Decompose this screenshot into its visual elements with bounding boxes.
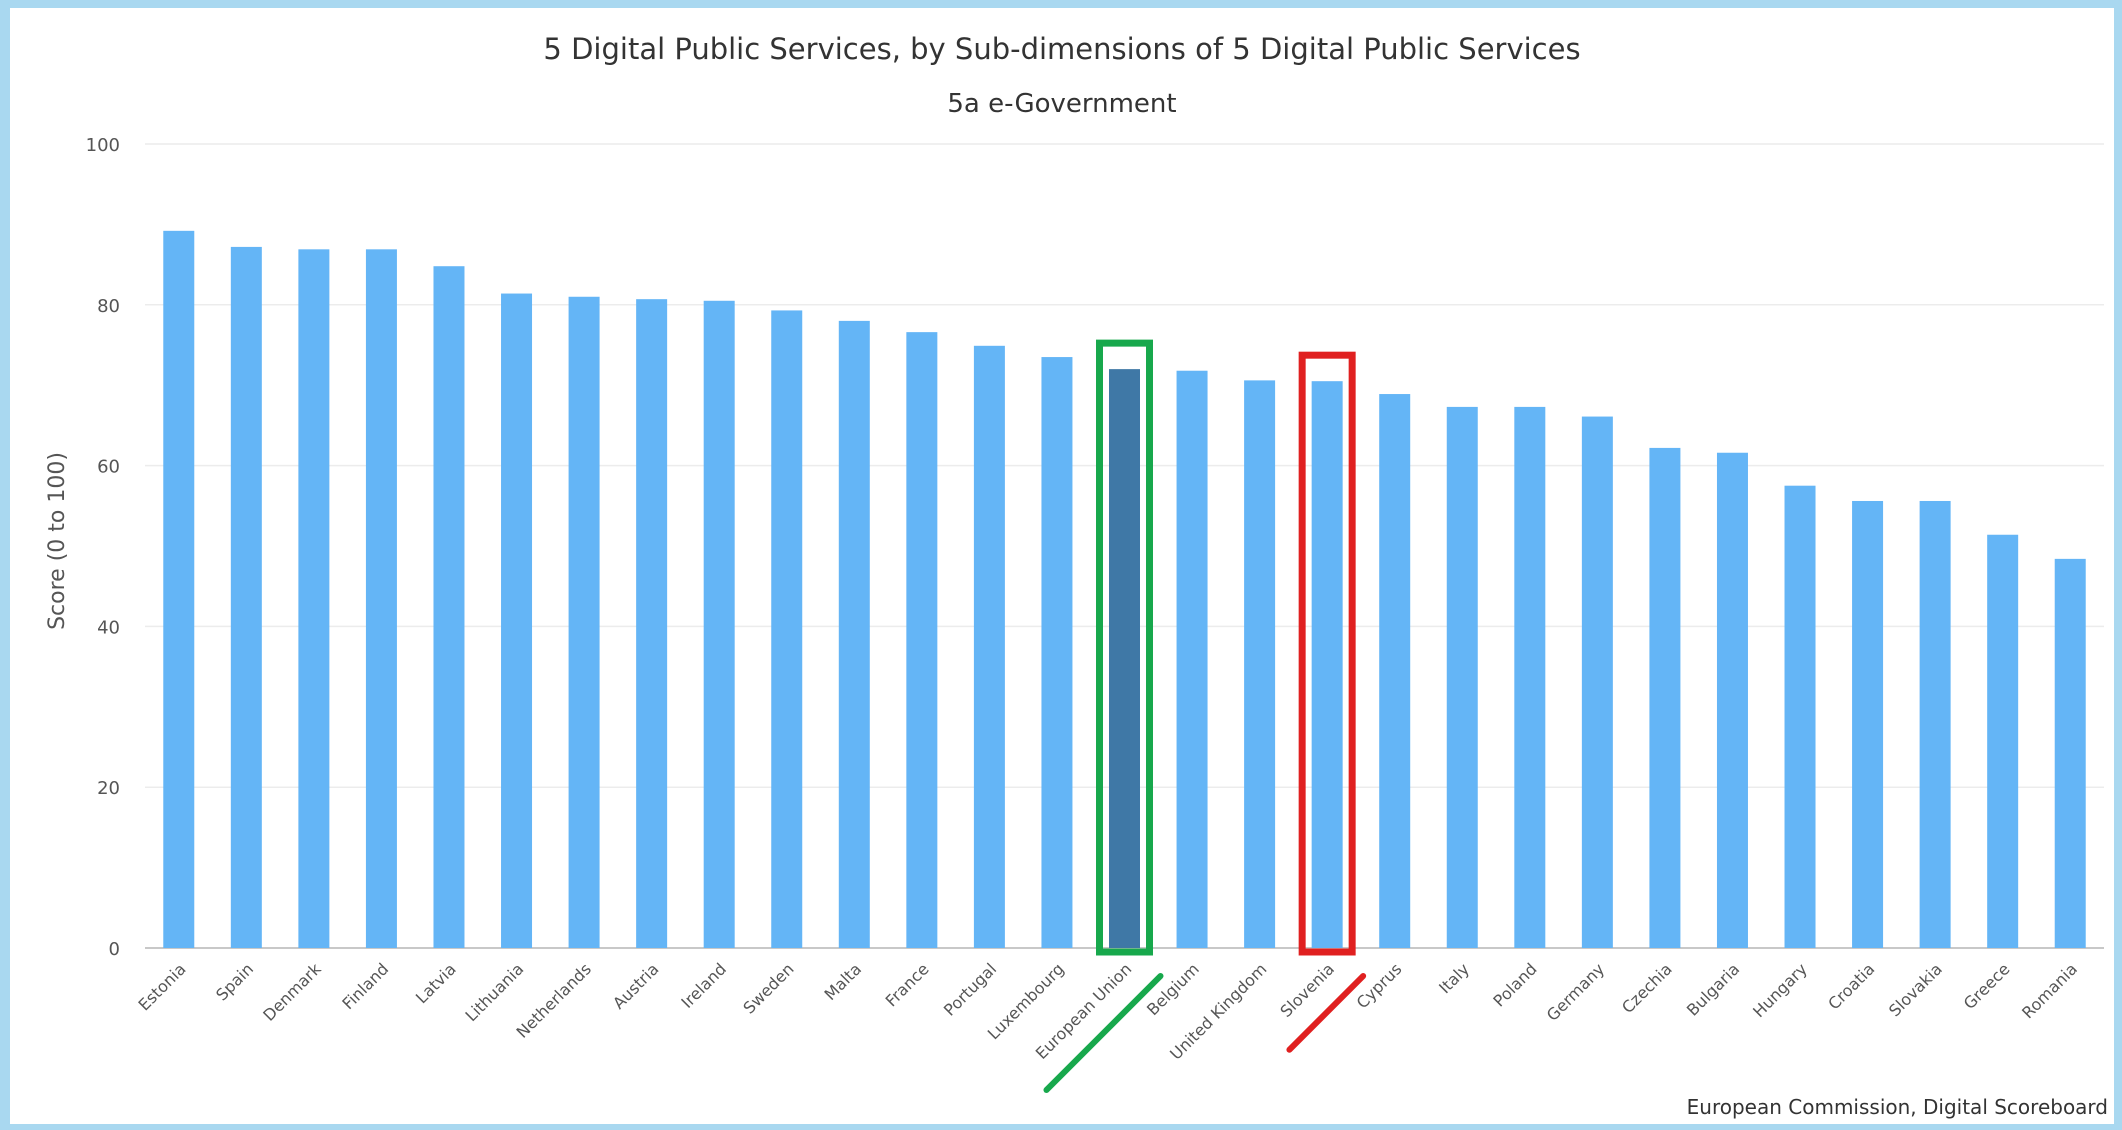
x-tick-label-hungary: Hungary [1749,959,1811,1021]
x-tick-label-lithuania: Lithuania [462,959,528,1025]
x-tick-label-spain: Spain [212,959,257,1004]
bar-european-union[interactable] [1109,369,1140,948]
y-tick-label: 80 [97,296,120,317]
bar-chart: 5 Digital Public Services, by Sub-dimens… [45,32,2108,1119]
chart-panel: 5 Digital Public Services, by Sub-dimens… [10,8,2114,1124]
x-tick-label-croatia: Croatia [1824,959,1878,1013]
highlight-box-slovenia [1298,351,1356,956]
bar-portugal[interactable] [973,345,1005,949]
bar-netherlands[interactable] [568,296,600,948]
x-tick-label-belgium: Belgium [1143,959,1203,1019]
highlight-box-european-union [1096,339,1153,956]
bar-united-kingdom[interactable] [1244,380,1276,949]
bar-hungary[interactable] [1784,485,1816,948]
x-tick-label-romania: Romania [2018,959,2081,1022]
x-tick-label-italy: Italy [1435,959,1473,997]
bar-slovenia[interactable] [1311,381,1343,948]
highlight-underline-european-union [1043,973,1164,1094]
bar-austria[interactable] [636,299,668,948]
x-tick-label-austria: Austria [609,959,662,1012]
bar-italy[interactable] [1446,406,1478,949]
bar-denmark[interactable] [298,249,330,949]
y-axis-ticks: 0 20 40 60 80 100 [86,135,120,960]
bar-latvia[interactable] [433,266,465,948]
bar-sweden[interactable] [771,310,803,949]
bar-belgium[interactable] [1176,370,1208,948]
x-axis-labels: Estonia Spain Denmark Finland Latvia Lithuani… [135,959,2082,1064]
highlight-underline-slovenia [1286,973,1367,1053]
bar-romania[interactable] [2054,558,2086,948]
bar-czechia[interactable] [1649,447,1681,948]
chart-title: 5 Digital Public Services, by Sub-dimens… [543,32,1580,66]
x-tick-label-denmark: Denmark [259,959,325,1025]
y-tick-label: 40 [97,617,120,638]
bar-spain[interactable] [230,246,262,949]
x-tick-label-finland: Finland [338,959,392,1013]
x-tick-label-cyprus: Cyprus [1353,959,1406,1012]
x-tick-label-estonia: Estonia [135,959,190,1014]
annotations [1043,339,1367,1094]
bar-finland[interactable] [365,249,397,949]
x-tick-label-sweden: Sweden [739,959,797,1017]
x-tick-label-france: France [882,959,933,1010]
bar-slovakia[interactable] [1919,500,1951,948]
bar-lithuania[interactable] [501,293,533,948]
y-tick-label: 100 [86,135,120,156]
x-tick-label-slovakia: Slovakia [1885,959,1946,1020]
bar-ireland[interactable] [703,300,735,948]
bar-luxembourg[interactable] [1041,357,1073,948]
x-tick-label-portugal: Portugal [940,959,1000,1019]
chart-subtitle: 5a e-Government [947,89,1176,119]
bar-croatia[interactable] [1852,500,1884,948]
y-tick-label: 0 [109,939,120,960]
bar-estonia[interactable] [163,230,195,948]
bar-germany[interactable] [1581,416,1613,948]
y-axis-title: Score (0 to 100) [45,452,70,630]
bar-bulgaria[interactable] [1716,452,1748,948]
x-tick-label-ireland: Ireland [677,959,730,1012]
bars [163,230,2086,949]
bar-france[interactable] [906,332,938,948]
bar-greece[interactable] [1987,534,2019,948]
x-tick-label-greece: Greece [1960,959,2014,1013]
x-tick-label-czechia: Czechia [1618,959,1676,1017]
bar-poland[interactable] [1514,406,1546,949]
x-tick-label-latvia: Latvia [412,959,460,1007]
x-tick-label-germany: Germany [1543,959,1608,1024]
bar-cyprus[interactable] [1379,394,1411,948]
x-tick-label-malta: Malta [820,959,865,1004]
y-tick-label: 20 [97,778,120,799]
x-tick-label-poland: Poland [1489,959,1540,1010]
y-tick-label: 60 [97,457,120,478]
chart-credit[interactable]: European Commission, Digital Scoreboard [1687,1095,2108,1119]
x-tick-label-bulgaria: Bulgaria [1683,959,1743,1019]
bar-malta[interactable] [838,320,870,948]
